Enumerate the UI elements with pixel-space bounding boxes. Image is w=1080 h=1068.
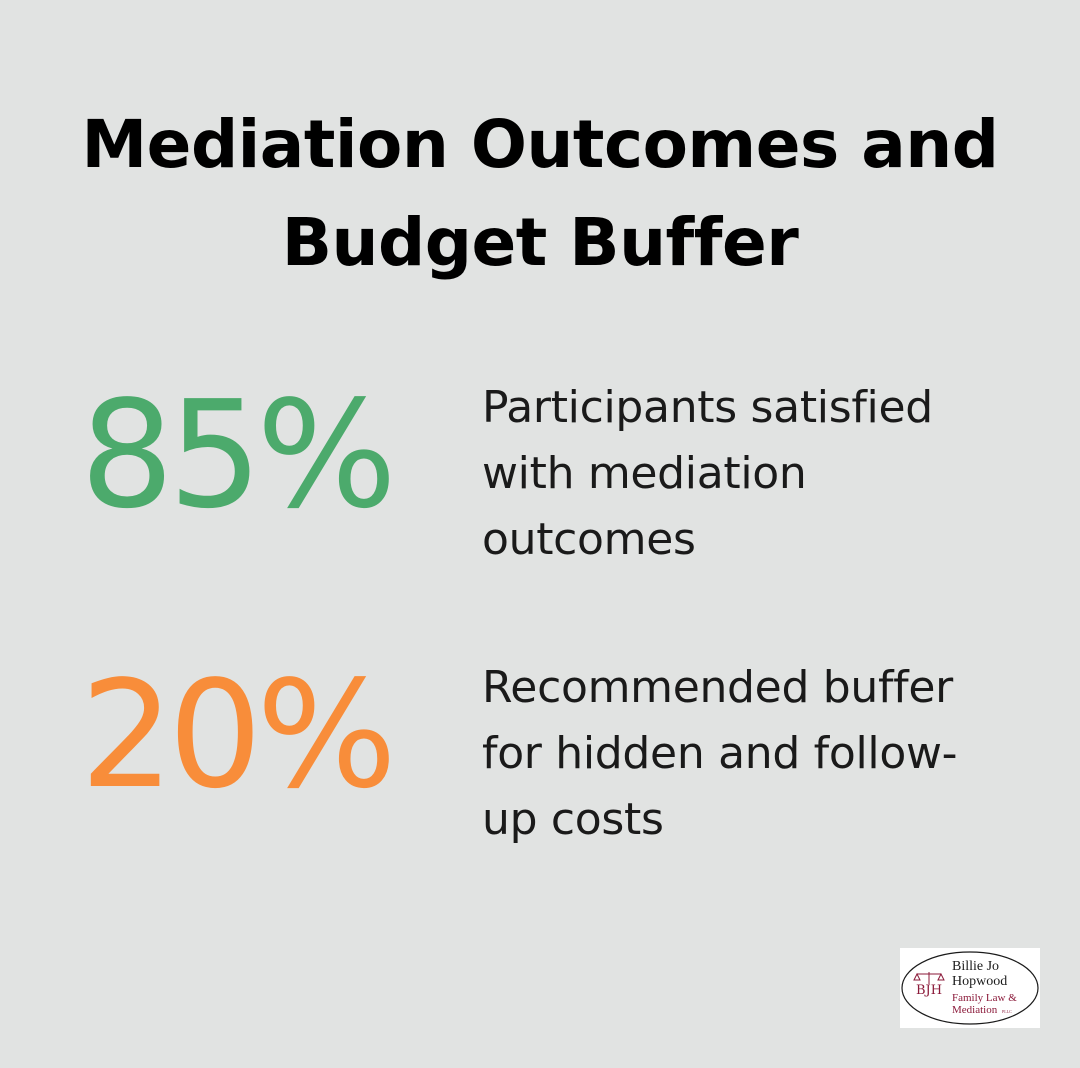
stat-description-satisfaction: Participants satisfied with mediation ou… [482, 382, 933, 565]
title-line-2: Budget Buffer [281, 204, 799, 281]
stat-description-budget-buffer: Recommended buffer for hidden and follow… [482, 662, 958, 845]
logo-name-line-2: Hopwood [952, 974, 1007, 989]
firm-logo: BJH Billie Jo Hopwood Family Law & Media… [900, 948, 1040, 1028]
logo-oval [901, 951, 1039, 1025]
logo-tagline-line-2: Mediation [952, 1004, 998, 1016]
stat-satisfaction: 85% Participants satisfied with mediatio… [0, 370, 1080, 570]
logo-suffix: PLLC [1002, 1009, 1012, 1014]
title-line-1: Mediation Outcomes and [81, 106, 1000, 183]
firm-logo-graphic: BJH Billie Jo Hopwood Family Law & Media… [901, 951, 1039, 1025]
logo-tagline-line-1: Family Law & [952, 992, 1017, 1004]
stat-value-satisfaction: 85% [80, 369, 397, 541]
stat-value-budget-buffer: 20% [80, 649, 397, 821]
stat-budget-buffer: 20% Recommended buffer for hidden and fo… [0, 650, 1080, 850]
page-title: Mediation Outcomes and Budget Buffer [0, 96, 1080, 292]
logo-initials: BJH [916, 983, 942, 998]
logo-name-line-1: Billie Jo [952, 959, 999, 974]
scales-of-justice-icon [913, 972, 945, 984]
